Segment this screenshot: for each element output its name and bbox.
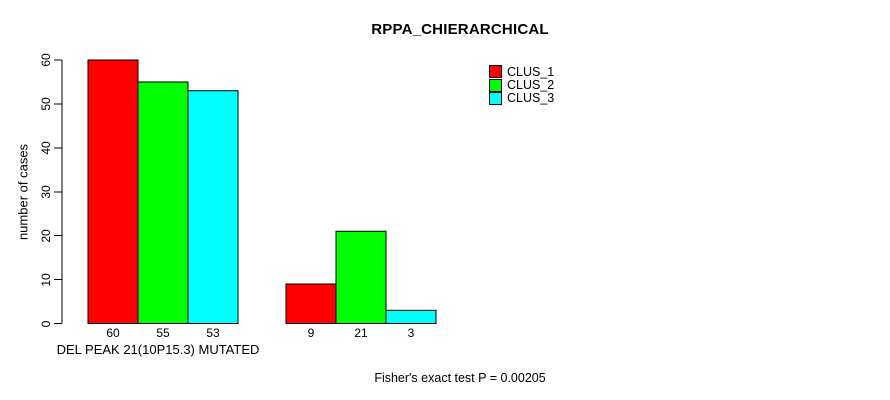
bar-value-label: 3 bbox=[407, 326, 415, 340]
bar-clus_2-group2 bbox=[335, 230, 387, 324]
y-tick-label: 0 bbox=[39, 320, 53, 327]
y-tick-label: 50 bbox=[39, 97, 53, 111]
legend-label: CLUS_2 bbox=[507, 78, 555, 93]
bar-value-label: 55 bbox=[156, 326, 170, 340]
legend-item-clus_2: CLUS_2 bbox=[489, 78, 555, 93]
legend-label: CLUS_3 bbox=[507, 91, 555, 106]
bar-clus_3-group2 bbox=[385, 309, 437, 325]
legend-swatch-icon bbox=[489, 65, 502, 79]
fisher-test-annotation: Fisher's exact test P = 0.00205 bbox=[374, 371, 546, 385]
bar-clus_3-group1 bbox=[187, 90, 239, 324]
y-tick-label: 40 bbox=[39, 141, 53, 155]
bar-value-label: 53 bbox=[206, 326, 220, 340]
legend-item-clus_1: CLUS_1 bbox=[489, 64, 555, 79]
legend: CLUS_1 CLUS_2 CLUS_3 bbox=[489, 65, 554, 105]
bar-value-label: 9 bbox=[307, 326, 315, 340]
y-tick-label: 10 bbox=[39, 272, 53, 287]
legend-swatch-icon bbox=[489, 91, 502, 105]
y-tick-label: 20 bbox=[39, 228, 53, 243]
bar-clus_1-group1 bbox=[87, 59, 139, 324]
bar-clus_1-group2 bbox=[285, 283, 337, 325]
y-tick-label: 30 bbox=[39, 185, 53, 199]
y-tick-label: 60 bbox=[39, 53, 53, 67]
chart-title: RPPA_CHIERARCHICAL bbox=[371, 21, 549, 38]
y-axis-label: number of cases bbox=[15, 143, 31, 241]
bar-clus_2-group1 bbox=[137, 81, 189, 325]
legend-swatch-icon bbox=[489, 78, 502, 92]
legend-item-clus_3: CLUS_3 bbox=[489, 91, 555, 106]
x-axis-label: DEL PEAK 21(10P15.3) MUTATED bbox=[56, 342, 260, 357]
bar-value-label: 60 bbox=[106, 326, 120, 340]
bar-value-label: 21 bbox=[354, 326, 368, 340]
legend-label: CLUS_1 bbox=[507, 64, 555, 79]
